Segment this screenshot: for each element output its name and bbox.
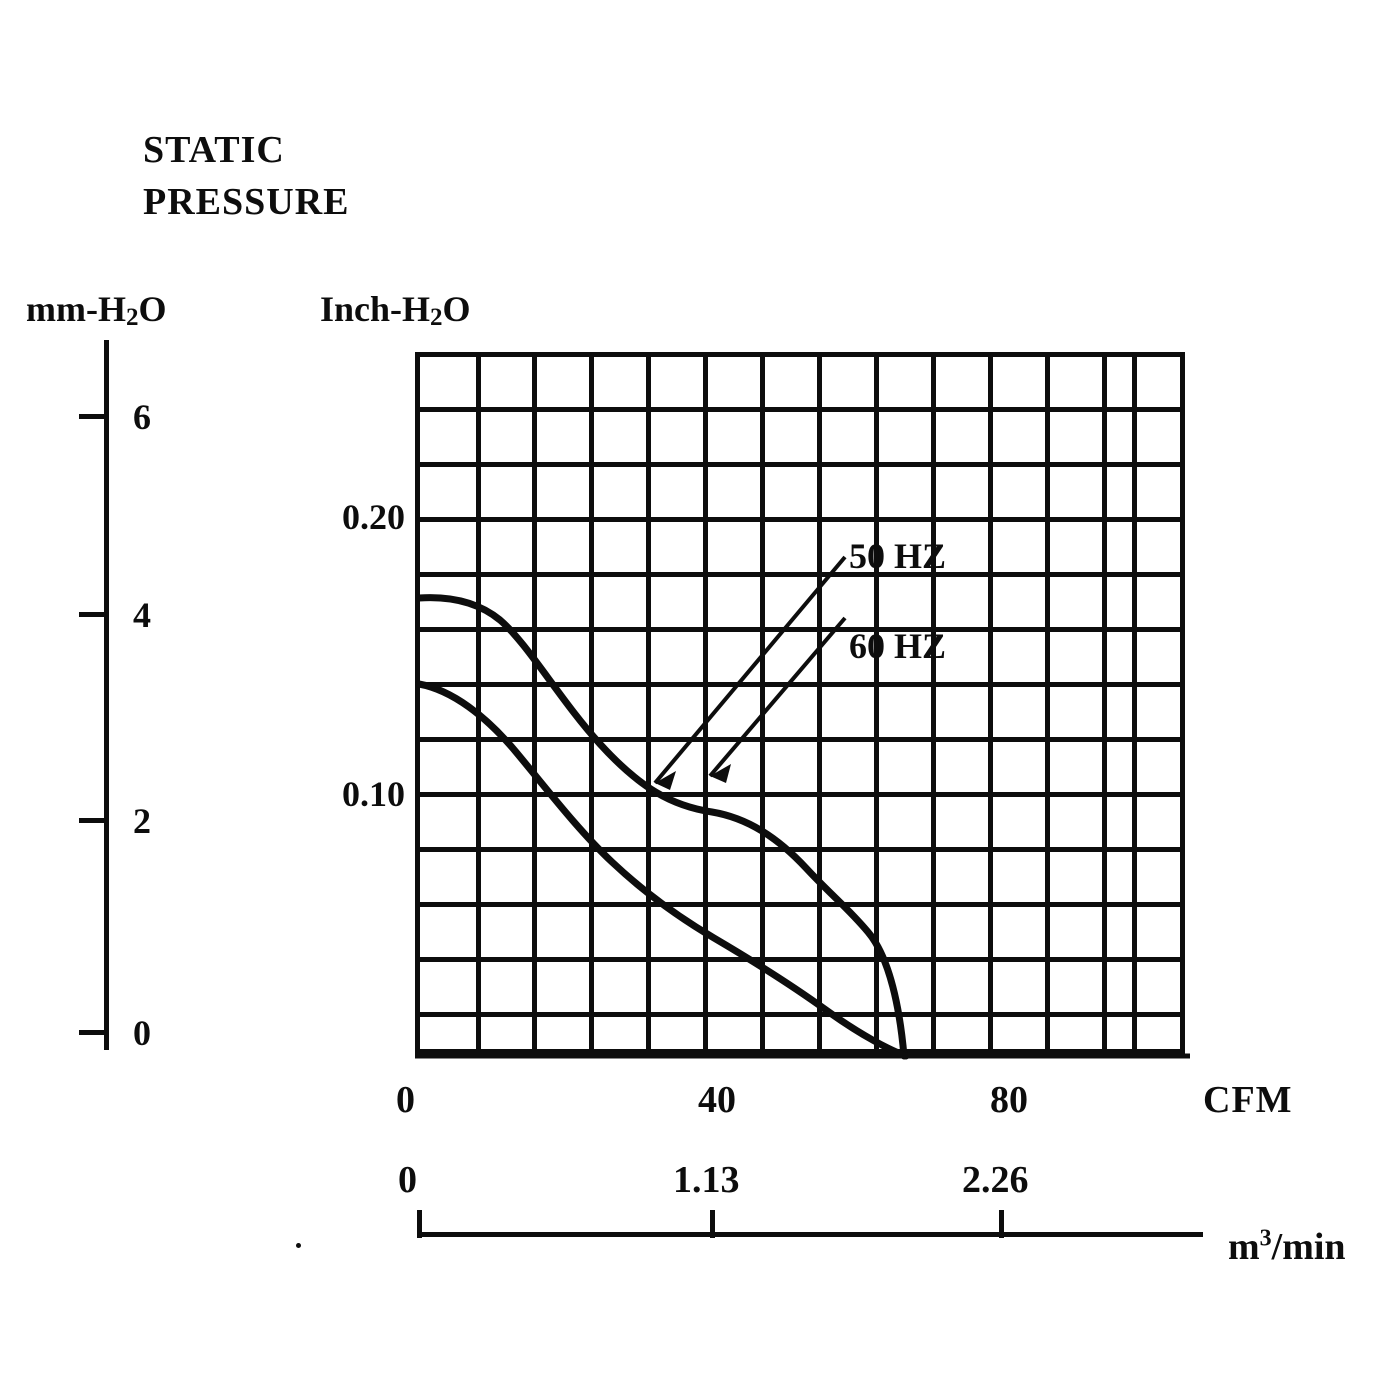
mm-label-2: 2 — [133, 801, 151, 841]
mm-unit-tail: O — [138, 289, 167, 329]
mm-tick-2 — [79, 818, 109, 823]
inch-axis-unit-label: Inch-H2O — [320, 288, 471, 331]
m3-tick-113 — [710, 1210, 715, 1238]
mm-label-6: 6 — [133, 397, 151, 437]
inch-label-010: 0.10 — [342, 774, 405, 814]
gridline-h — [420, 627, 1180, 632]
mm-label-4: 4 — [133, 595, 151, 635]
cfm-label-40: 40 — [698, 1079, 736, 1121]
m3-label-0: 0 — [398, 1159, 417, 1201]
curve-60hz — [415, 680, 910, 1060]
curve-label-60hz: 60 HZ — [849, 626, 947, 666]
gridline-h — [420, 517, 1180, 522]
m3-tick-0 — [417, 1210, 422, 1238]
left-axis-unit-label: mm-H2O — [26, 288, 167, 331]
curve-label-50hz: 50 HZ — [849, 536, 947, 576]
gridline-h — [420, 407, 1180, 412]
mm-tick-6 — [79, 414, 109, 419]
m3-unit-base: m — [1228, 1226, 1260, 1268]
gridline-v — [589, 357, 594, 1049]
gridline-h — [420, 847, 1180, 852]
gridline-v — [646, 357, 651, 1049]
mm-unit-base: mm-H — [26, 289, 126, 329]
m3-label-226: 2.26 — [962, 1159, 1029, 1201]
leader-arrow-60hz — [710, 764, 731, 783]
inch-unit-tail: O — [442, 289, 471, 329]
gridline-v — [988, 357, 993, 1049]
m3-axis-unit-label: m3/min — [1228, 1225, 1346, 1269]
m3-axis-line — [417, 1232, 1203, 1237]
gridline-h — [420, 1012, 1180, 1017]
gridline-h — [420, 792, 1180, 797]
cfm-label-80: 80 — [990, 1079, 1028, 1121]
gridline-v — [532, 357, 537, 1049]
mm-label-0: 0 — [133, 1013, 151, 1053]
gridline-v — [931, 357, 936, 1049]
page-title-line1: STATIC — [143, 129, 285, 171]
mm-unit-sub: 2 — [125, 304, 139, 331]
leader-line-50hz — [653, 555, 847, 785]
cfm-label-0: 0 — [396, 1079, 415, 1121]
gridline-v — [874, 357, 879, 1049]
gridline-v — [1045, 357, 1050, 1049]
mm-tick-4 — [79, 612, 109, 617]
gridline-v — [1132, 357, 1137, 1049]
m3-unit-tail: /min — [1271, 1226, 1346, 1268]
leader-arrow-50hz — [655, 771, 676, 790]
inch-label-020: 0.20 — [342, 497, 405, 537]
mm-axis-line — [104, 340, 109, 1050]
gridline-h — [420, 682, 1180, 687]
gridline-v — [1102, 357, 1107, 1049]
gridline-v — [817, 357, 822, 1049]
m3-tick-226 — [999, 1210, 1004, 1238]
cfm-axis-unit-label: CFM — [1203, 1079, 1293, 1121]
gridline-v — [476, 357, 481, 1049]
leader-line-60hz — [708, 616, 847, 778]
gridline-h — [420, 572, 1180, 577]
m3-unit-sup: 3 — [1259, 1225, 1272, 1252]
curve-50hz — [415, 594, 908, 1060]
inch-unit-sub: 2 — [430, 304, 443, 331]
inch-unit-base: Inch-H — [320, 289, 431, 329]
mm-tick-0 — [79, 1030, 109, 1035]
gridline-h — [420, 902, 1180, 907]
gridline-h — [420, 462, 1180, 467]
m3-label-113: 1.13 — [673, 1159, 740, 1201]
gridline-h — [420, 957, 1180, 962]
gridline-v — [703, 357, 708, 1049]
gridline-v — [760, 357, 765, 1049]
plot-area — [415, 352, 1185, 1054]
page-title-line2: PRESSURE — [143, 181, 350, 223]
gridline-h — [420, 737, 1180, 742]
stray-dot-mark — [296, 1243, 301, 1248]
